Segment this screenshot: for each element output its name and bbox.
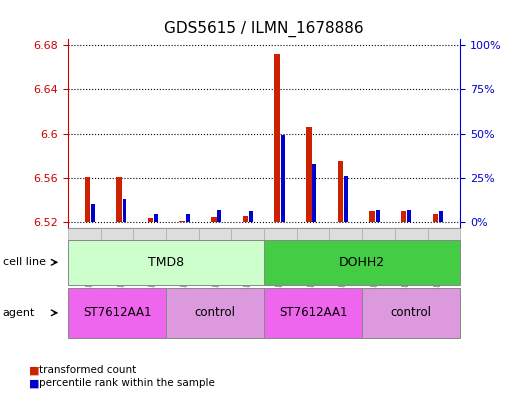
Bar [338,162,343,222]
Text: transformed count: transformed count [39,365,137,375]
Bar [369,211,375,222]
Text: cell line: cell line [3,257,46,267]
Bar [275,54,280,222]
Bar [306,127,312,222]
Text: ST7612AA1: ST7612AA1 [279,306,347,320]
Bar [148,218,153,222]
Title: GDS5615 / ILMN_1678886: GDS5615 / ILMN_1678886 [164,20,364,37]
Bar [433,213,438,222]
Bar [91,204,95,222]
Text: DOHH2: DOHH2 [339,256,385,269]
Bar [243,216,248,222]
Text: TMD8: TMD8 [148,256,184,269]
Bar [218,210,221,222]
Text: percentile rank within the sample: percentile rank within the sample [39,378,215,388]
Bar [85,177,90,222]
Bar [186,213,190,222]
Text: control: control [391,306,431,320]
Text: control: control [195,306,235,320]
Bar [179,221,185,222]
Bar [407,210,411,222]
Bar [344,176,348,222]
Bar [122,199,127,222]
Bar [376,210,380,222]
Bar [154,213,158,222]
Text: agent: agent [3,308,35,318]
Bar [211,217,217,222]
Bar [312,163,316,222]
Bar [249,211,253,222]
Bar [439,211,443,222]
Bar [281,135,285,222]
Text: ■: ■ [29,365,39,375]
Text: ST7612AA1: ST7612AA1 [83,306,151,320]
Bar [116,177,122,222]
Bar [401,211,406,222]
Text: ■: ■ [29,378,39,388]
